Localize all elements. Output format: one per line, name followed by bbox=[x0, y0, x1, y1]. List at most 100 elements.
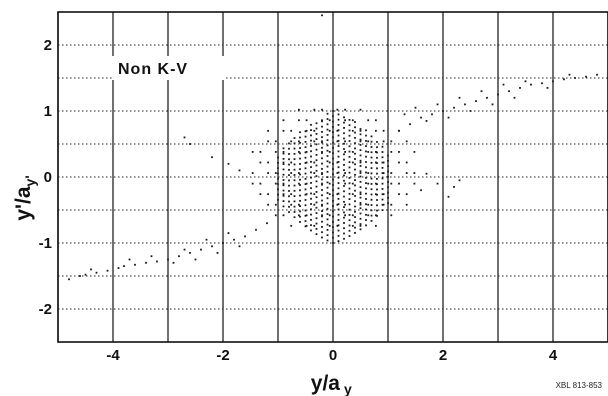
data-point bbox=[183, 248, 186, 251]
core-point bbox=[337, 124, 340, 126]
core-point bbox=[310, 229, 312, 232]
core-point bbox=[310, 145, 312, 147]
core-point bbox=[337, 240, 340, 243]
data-point bbox=[530, 83, 532, 86]
core-point bbox=[293, 179, 296, 182]
core-point bbox=[277, 183, 279, 185]
core-point bbox=[354, 231, 356, 234]
core-point bbox=[288, 195, 290, 198]
halo-point bbox=[382, 193, 385, 196]
core-point bbox=[370, 135, 373, 138]
data-point bbox=[420, 116, 422, 119]
core-point bbox=[343, 132, 345, 135]
core-point bbox=[337, 176, 340, 179]
halo-point bbox=[267, 172, 269, 174]
halo-point bbox=[305, 182, 308, 185]
core-point bbox=[304, 156, 307, 159]
core-point bbox=[348, 124, 351, 127]
core-point bbox=[326, 229, 329, 231]
core-point bbox=[310, 218, 312, 221]
halo-point bbox=[367, 151, 370, 153]
core-point bbox=[332, 236, 334, 239]
data-point bbox=[150, 255, 153, 258]
core-point bbox=[343, 222, 345, 224]
core-point bbox=[321, 141, 323, 144]
core-point bbox=[359, 207, 362, 210]
data-point bbox=[453, 106, 455, 109]
core-point bbox=[315, 227, 318, 230]
core-point bbox=[381, 193, 384, 196]
core-point bbox=[304, 162, 307, 164]
x-axis-label: y/a bbox=[311, 372, 341, 395]
core-point bbox=[354, 179, 356, 181]
halo-point bbox=[344, 108, 346, 111]
data-point bbox=[546, 87, 549, 89]
core-point bbox=[337, 224, 340, 227]
core-point bbox=[354, 184, 356, 187]
core-point bbox=[365, 166, 367, 169]
core-point bbox=[365, 150, 367, 153]
data-point bbox=[568, 73, 571, 76]
core-point bbox=[387, 202, 389, 205]
core-point bbox=[337, 145, 340, 147]
core-point bbox=[343, 216, 345, 219]
core-point bbox=[376, 204, 378, 207]
core-point bbox=[376, 151, 378, 154]
core-point bbox=[337, 203, 340, 206]
core-point bbox=[321, 130, 323, 133]
halo-point bbox=[290, 140, 293, 143]
halo-point bbox=[313, 140, 316, 143]
data-point bbox=[68, 278, 70, 281]
core-point bbox=[370, 167, 373, 169]
core-point bbox=[365, 145, 367, 148]
core-point bbox=[310, 192, 312, 195]
data-point bbox=[211, 156, 213, 159]
halo-point bbox=[351, 119, 354, 122]
core-point bbox=[343, 137, 345, 140]
core-point bbox=[343, 200, 345, 203]
data-point bbox=[414, 106, 417, 109]
halo-point bbox=[367, 172, 370, 174]
halo-point bbox=[305, 224, 308, 227]
halo-point bbox=[344, 119, 346, 122]
halo-point bbox=[359, 140, 362, 143]
annotation-label: Non K-V bbox=[118, 61, 188, 78]
core-point bbox=[359, 128, 362, 130]
halo-point bbox=[267, 129, 269, 132]
core-point bbox=[293, 195, 296, 197]
halo-point bbox=[382, 129, 385, 132]
core-point bbox=[321, 189, 323, 191]
core-point bbox=[365, 208, 367, 211]
halo-point bbox=[305, 214, 308, 217]
core-point bbox=[332, 152, 334, 155]
data-point bbox=[596, 73, 598, 76]
data-point bbox=[145, 261, 147, 264]
halo-point bbox=[298, 140, 300, 143]
core-point bbox=[337, 161, 340, 163]
halo-point bbox=[328, 182, 331, 185]
core-point bbox=[326, 139, 329, 142]
core-point bbox=[337, 182, 340, 184]
core-point bbox=[277, 188, 279, 191]
core-point bbox=[387, 196, 389, 199]
core-point bbox=[337, 150, 340, 153]
core-point bbox=[282, 194, 285, 197]
core-point bbox=[288, 153, 290, 155]
core-point bbox=[348, 187, 351, 190]
core-point bbox=[387, 181, 389, 183]
core-point bbox=[315, 180, 318, 183]
y-tick-label: 1 bbox=[44, 103, 52, 120]
core-point bbox=[304, 167, 307, 170]
core-point bbox=[354, 158, 356, 160]
core-point bbox=[282, 168, 285, 171]
core-point bbox=[282, 184, 285, 187]
core-point bbox=[354, 168, 356, 171]
halo-point bbox=[305, 193, 308, 196]
halo-point bbox=[351, 161, 354, 164]
halo-point bbox=[390, 203, 393, 206]
core-point bbox=[299, 194, 301, 197]
halo-point bbox=[274, 172, 277, 174]
core-point bbox=[332, 141, 334, 144]
data-point bbox=[128, 258, 131, 261]
core-point bbox=[315, 138, 318, 140]
